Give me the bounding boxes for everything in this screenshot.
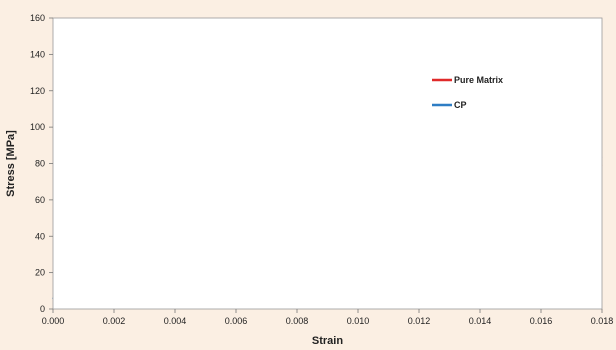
x-tick-label: 0.010 (347, 316, 370, 326)
x-tick-label: 0.018 (591, 316, 614, 326)
y-tick-label: 60 (35, 195, 45, 205)
x-tick-label: 0.006 (225, 316, 248, 326)
x-tick-label: 0.016 (530, 316, 553, 326)
y-axis-ticks: 0 20 40 60 80 100 120 140 160 (30, 13, 53, 314)
y-tick-label: 100 (30, 122, 45, 132)
x-tick-label: 0.014 (469, 316, 492, 326)
legend: Pure Matrix CP (432, 75, 503, 110)
x-tick-label: 0.008 (286, 316, 309, 326)
x-tick-label: 0.000 (42, 316, 65, 326)
legend-label-pure-matrix: Pure Matrix (454, 75, 503, 85)
x-tick-label: 0.012 (408, 316, 431, 326)
x-tick-label: 0.004 (164, 316, 187, 326)
y-tick-label: 80 (35, 159, 45, 169)
y-tick-label: 160 (30, 13, 45, 23)
y-axis-title: Stress [MPa] (5, 130, 17, 197)
x-axis-ticks: 0.000 0.002 0.004 0.006 0.008 0.010 0.012 0.014… (42, 309, 614, 326)
legend-label-cp: CP (454, 100, 467, 110)
x-axis-title: Strain (312, 335, 343, 347)
plot-area (52, 17, 603, 310)
y-tick-label: 140 (30, 49, 45, 59)
x-tick-label: 0.002 (103, 316, 126, 326)
y-tick-label: 40 (35, 231, 45, 241)
axes (52, 17, 603, 310)
y-tick-label: 0 (40, 304, 45, 314)
y-tick-label: 120 (30, 86, 45, 96)
y-tick-label: 20 (35, 268, 45, 278)
